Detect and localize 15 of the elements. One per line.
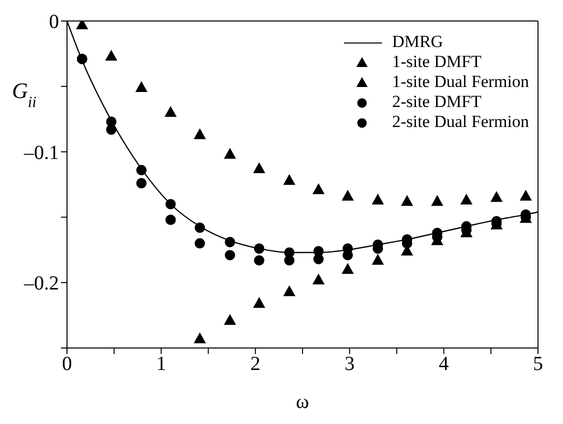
legend-label: DMRG <box>392 32 444 52</box>
y-tick-label: 0 <box>49 11 59 34</box>
x-tick-label: 1 <box>156 353 166 376</box>
y-axis-title: G$_{ii}$ <box>12 78 36 110</box>
legend-label: 2-site Dual Fermion <box>392 112 529 132</box>
x-axis-title: ω <box>296 391 310 413</box>
x-tick-label: 2 <box>250 353 260 376</box>
x-tick-label: 5 <box>533 353 543 376</box>
legend-label: 2-site DMFT <box>392 92 482 112</box>
y-tick-label: –0.2 <box>23 272 59 295</box>
x-tick-label: 3 <box>344 353 355 376</box>
legend-label: 1-site Dual Fermion <box>392 72 529 92</box>
x-tick-label: 4 <box>438 353 449 376</box>
legend-label: 1-site DMFT <box>392 52 482 72</box>
y-tick-label: –0.1 <box>23 142 59 164</box>
